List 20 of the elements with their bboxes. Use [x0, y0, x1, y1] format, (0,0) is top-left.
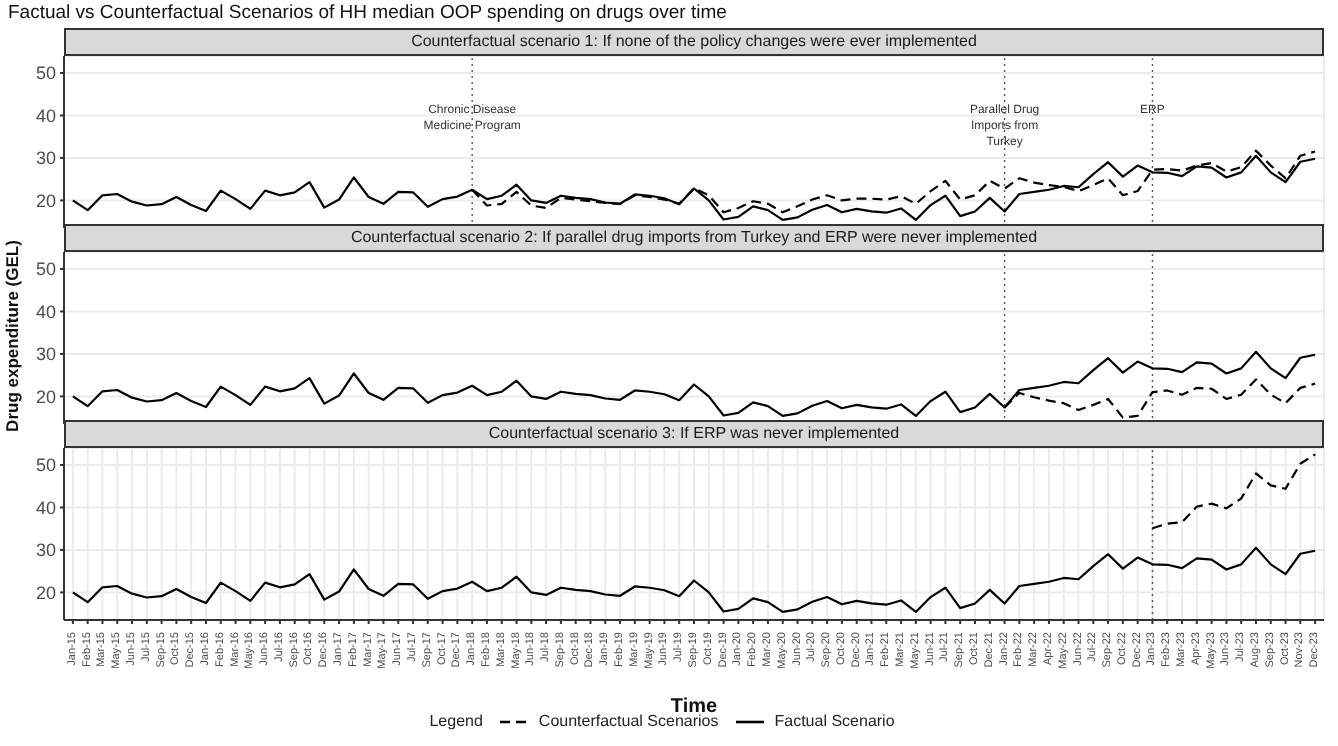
chart-subtitle: Counterfactual scenario 2: If parallel drug imports from Turkey and ERP were never implemented — [64, 224, 1324, 252]
y-tick-label: 20 — [35, 386, 56, 407]
y-tick-label: 20 — [35, 582, 56, 603]
y-tick-label: 50 — [35, 63, 56, 84]
y-tick-label: 40 — [35, 497, 56, 518]
y-tick-label: 20 — [35, 190, 56, 211]
chart-subtitle: Counterfactual scenario 3: If ERP was never implemented — [64, 420, 1324, 448]
y-tick-label: 50 — [35, 455, 56, 476]
y-tick-label: 30 — [35, 344, 56, 365]
y-tick-label: 30 — [35, 540, 56, 561]
y-tick-label: 40 — [35, 105, 56, 126]
legend-label: Counterfactual Scenarios — [538, 712, 719, 730]
y-tick-label: 50 — [35, 259, 56, 280]
y-axis-title: Drug expenditure (GEL) — [2, 240, 22, 432]
chart-title: Factual vs Counterfactual Scenarios of HH median OOP spending on drugs over time — [8, 2, 727, 24]
y-tick-label: 40 — [35, 301, 56, 322]
y-tick-label: 30 — [35, 148, 56, 169]
legend-label: Factual Scenario — [774, 712, 895, 730]
legend-title: Legend — [429, 712, 483, 730]
chart-subtitle: Counterfactual scenario 1: If none of the policy changes were ever implemented — [64, 28, 1324, 56]
